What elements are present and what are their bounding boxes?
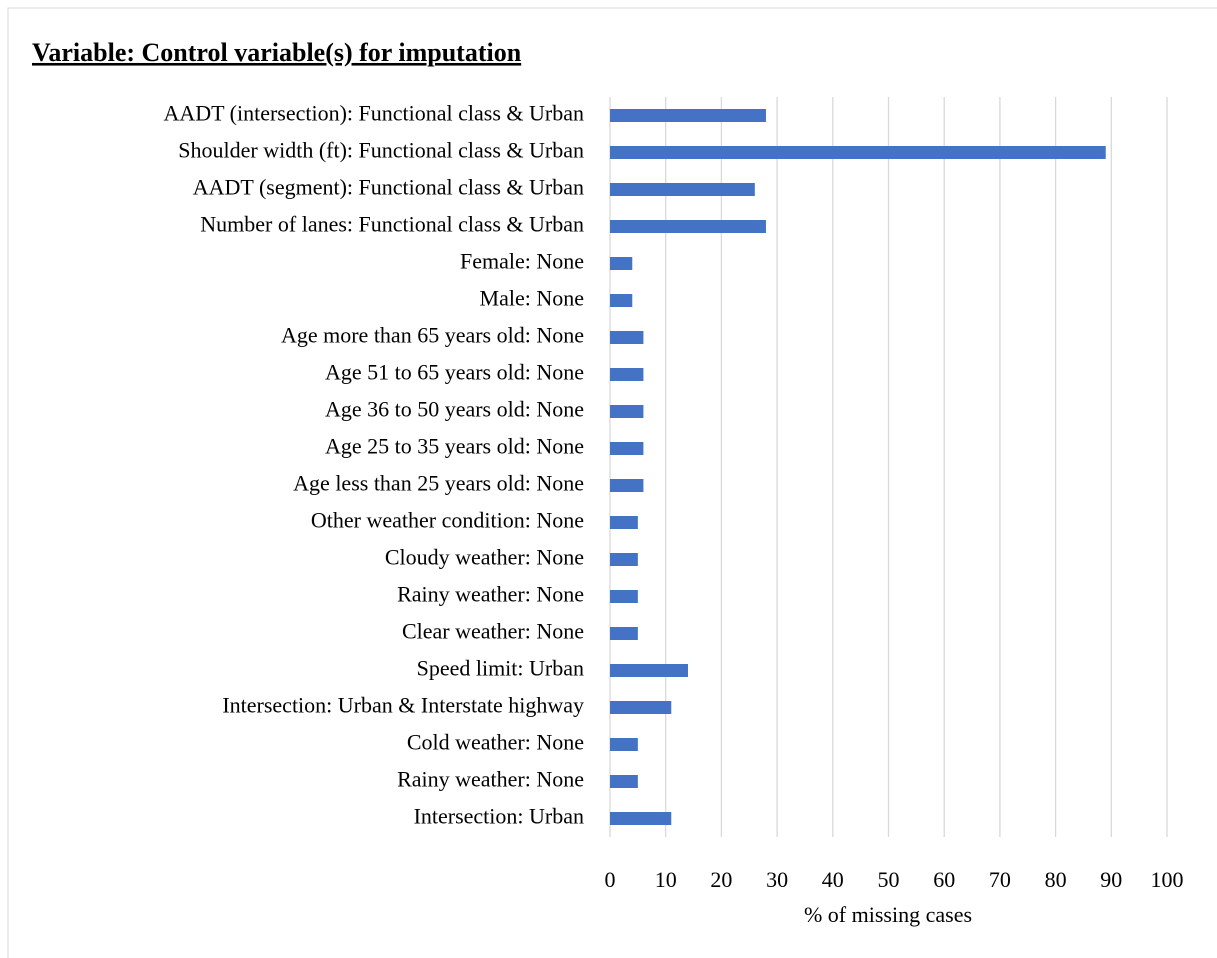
y-tick-label: Female: None xyxy=(460,249,584,274)
x-tick-label: 0 xyxy=(605,867,616,892)
bar xyxy=(610,812,672,825)
y-tick-label: Speed limit: Urban xyxy=(417,656,584,681)
chart-border xyxy=(7,7,1217,958)
x-tick-label: 40 xyxy=(822,867,844,892)
y-tick-label: Intersection: Urban & Interstate highway xyxy=(222,693,584,718)
y-tick-label: Shoulder width (ft): Functional class & … xyxy=(178,138,584,163)
x-tick-label: 20 xyxy=(710,867,732,892)
y-tick-label: AADT (intersection): Functional class & … xyxy=(163,101,584,126)
x-tick-label: 70 xyxy=(989,867,1011,892)
bar xyxy=(610,220,766,233)
x-tick-label: 30 xyxy=(766,867,788,892)
y-tick-label: Rainy weather: None xyxy=(397,767,584,792)
bar xyxy=(610,775,638,788)
bar xyxy=(610,664,688,677)
bar xyxy=(610,590,638,603)
bar xyxy=(610,257,633,270)
y-tick-label: Other weather condition: None xyxy=(311,508,584,533)
bar xyxy=(610,479,644,492)
bar xyxy=(610,701,672,714)
y-tick-label: Age 25 to 35 years old: None xyxy=(325,434,584,459)
bar xyxy=(610,109,766,122)
y-tick-label: Age less than 25 years old: None xyxy=(293,471,584,496)
y-tick-label: Age more than 65 years old: None xyxy=(281,323,584,348)
bar xyxy=(610,331,644,344)
bar xyxy=(610,183,755,196)
bar xyxy=(610,738,638,751)
y-tick-label: Cloudy weather: None xyxy=(385,545,584,570)
x-tick-label: 50 xyxy=(878,867,900,892)
bar xyxy=(610,553,638,566)
y-tick-label: Cold weather: None xyxy=(407,730,584,755)
y-tick-label: Age 51 to 65 years old: None xyxy=(325,360,584,385)
bar xyxy=(610,294,633,307)
x-axis-label: % of missing cases xyxy=(804,902,972,927)
y-tick-label: Age 36 to 50 years old: None xyxy=(325,397,584,422)
x-tick-label: 10 xyxy=(655,867,677,892)
x-tick-label: 80 xyxy=(1045,867,1067,892)
y-tick-label: Clear weather: None xyxy=(402,619,584,644)
y-tick-label: Number of lanes: Functional class & Urba… xyxy=(200,212,584,237)
bar xyxy=(610,627,638,640)
y-tick-label: Rainy weather: None xyxy=(397,582,584,607)
x-tick-label: 90 xyxy=(1100,867,1122,892)
y-tick-label: Male: None xyxy=(480,286,584,311)
bar xyxy=(610,368,644,381)
x-tick-label: 100 xyxy=(1151,867,1184,892)
bar xyxy=(610,405,644,418)
bar xyxy=(610,146,1106,159)
y-tick-label: Intersection: Urban xyxy=(414,804,584,829)
y-tick-label: AADT (segment): Functional class & Urban xyxy=(193,175,584,200)
chart-title: Variable: Control variable(s) for imputa… xyxy=(32,38,522,67)
bar xyxy=(610,442,644,455)
x-tick-label: 60 xyxy=(933,867,955,892)
bar xyxy=(610,516,638,529)
